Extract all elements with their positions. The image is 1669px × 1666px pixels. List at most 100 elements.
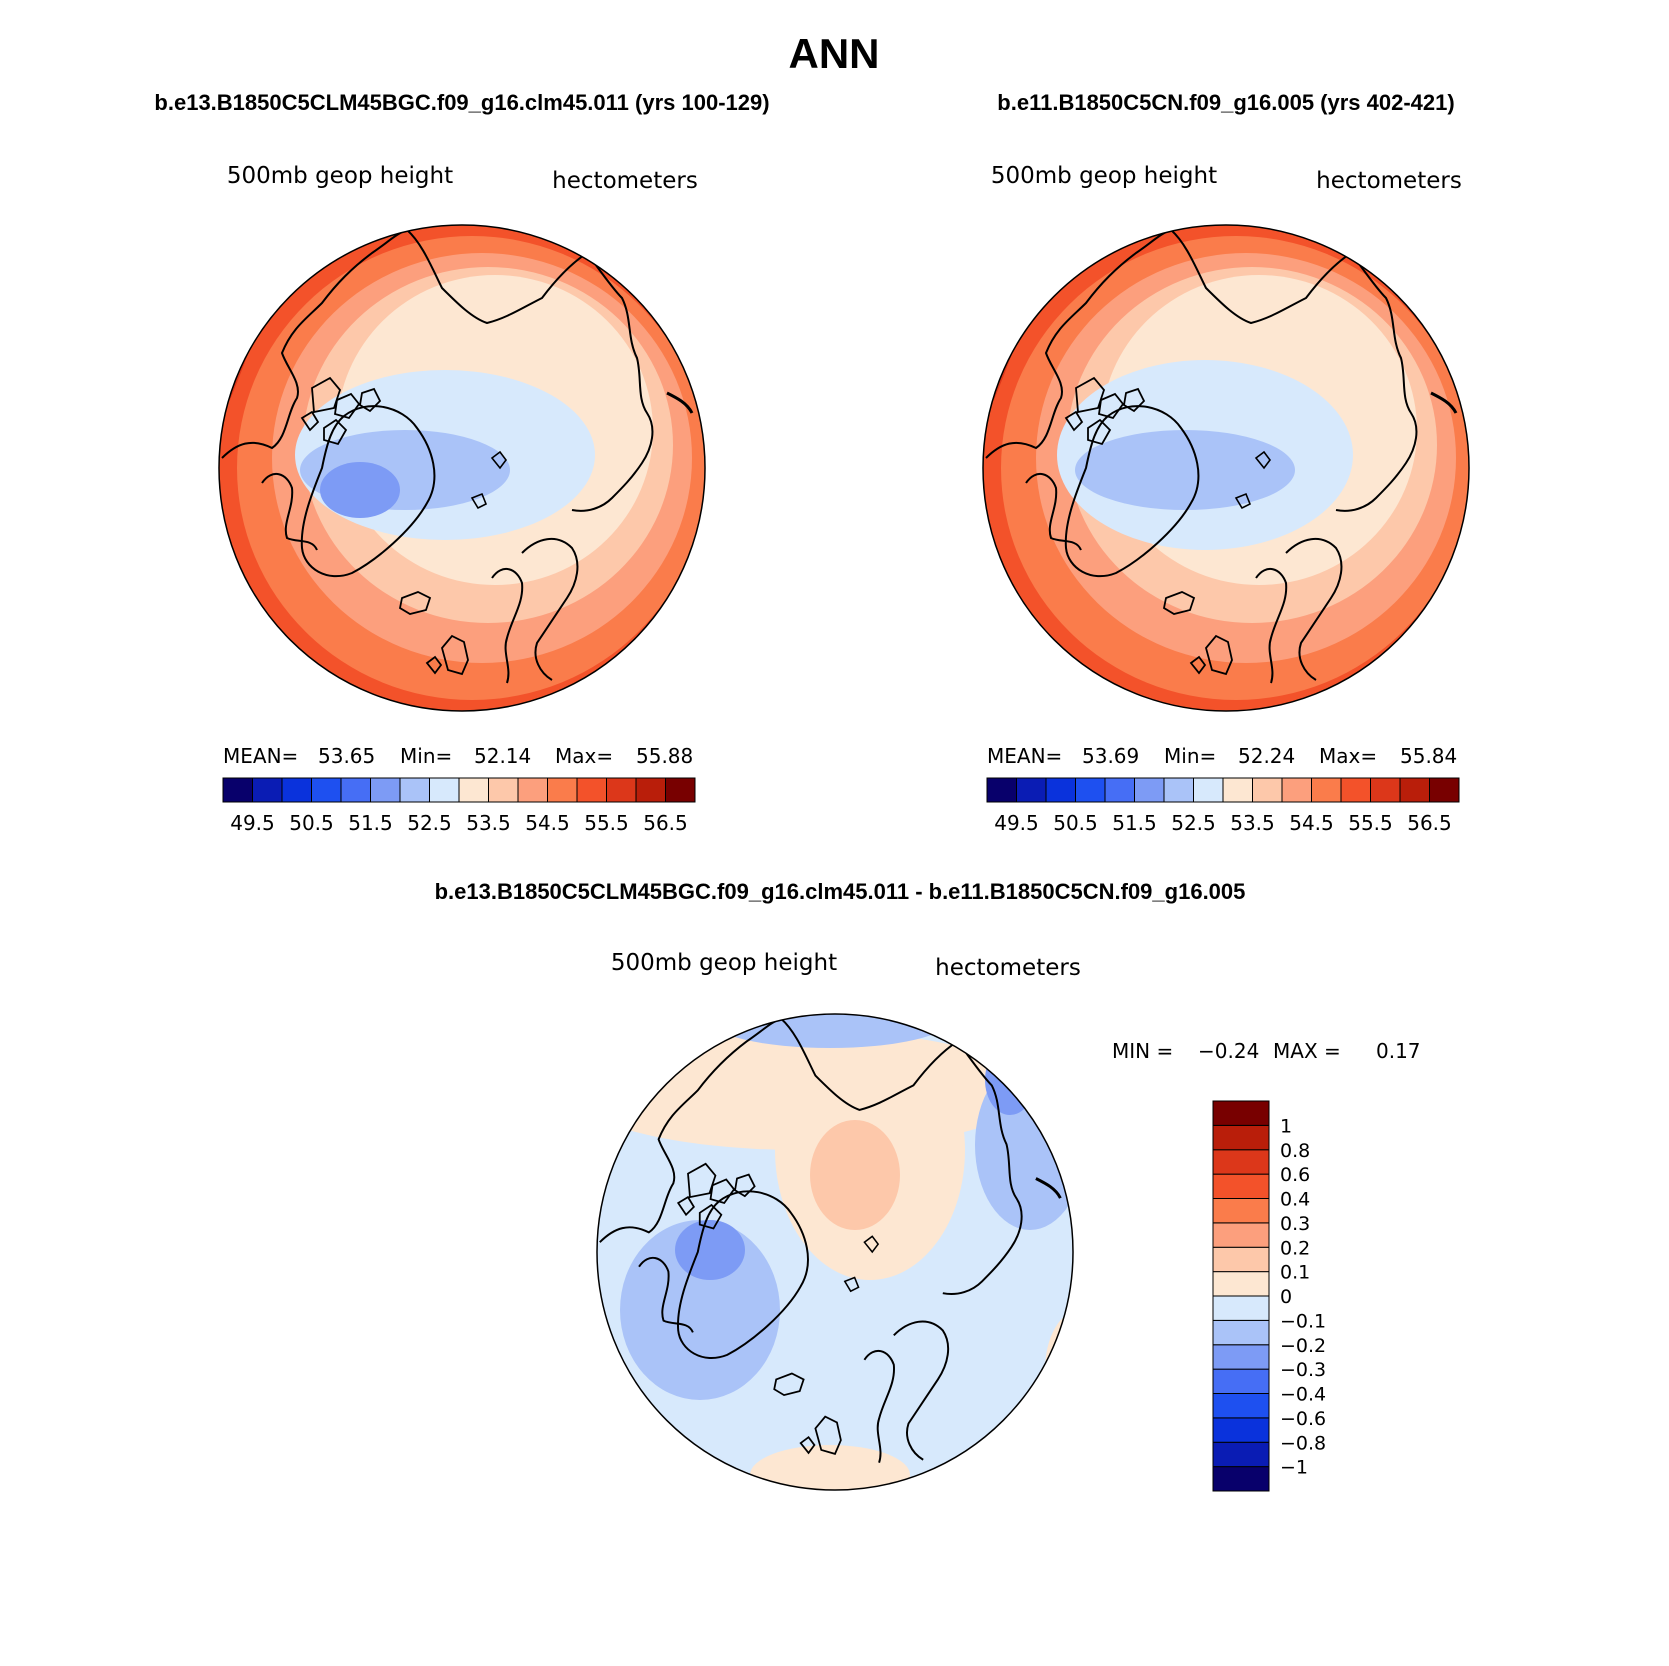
panel-a-mean-label: MEAN= [223,744,298,768]
diff-colorbar-tick-label: −0.2 [1280,1335,1326,1357]
diff-colorbar-swatch [1212,1149,1270,1175]
panel-a-max-label: Max= [555,744,613,768]
panel-b-colorbar-tick-label: 49.5 [994,811,1039,835]
diff-colorbar-swatch [1212,1173,1270,1199]
diff-colorbar-swatch [1212,1271,1270,1297]
figure-title: ANN [789,30,880,77]
diff-colorbar-swatch [1212,1198,1270,1224]
diff-colorbar-swatch [1212,1295,1270,1321]
panel-b-colorbar-swatch [1399,777,1430,803]
diff-colorbar-swatch [1212,1393,1270,1419]
diff-panel-map-border [596,1013,1074,1491]
panel-b-colorbar: 49.5 50.5 51.5 52.5 53.5 54.5 55.5 56.5 [986,777,1460,835]
panel-b-colorbar-swatch [1311,777,1342,803]
diff-colorbar-swatch [1212,1466,1270,1492]
panel-b-colorbar-swatch [1134,777,1165,803]
diff-colorbar-swatch [1212,1124,1270,1151]
diff-panel-units-label: hectometers [935,955,1081,981]
panel-b-min-label: Min= [1164,744,1216,768]
panel-a-min-label: Min= [400,744,452,768]
panel-a-units-label: hectometers [552,168,698,194]
panel-a-colorbar-swatch [517,777,548,803]
panel-a-min-value: 52.14 [474,744,531,768]
diff-colorbar-swatch [1212,1222,1270,1248]
panel-a-colorbar-swatch [576,777,607,803]
panel-b-min-value: 52.24 [1238,744,1295,768]
panel-b-colorbar-tick-label: 53.5 [1230,811,1275,835]
diff-colorbar-tick-label: 0.3 [1280,1213,1310,1235]
diff-panel-variable-label: 500mb geop height [611,950,837,976]
panel-b-case-title: b.e11.B1850C5CN.f09_g16.005 (yrs 402-421… [997,90,1454,115]
panel-a-colorbar-swatch [547,777,578,803]
panel-a-colorbar-swatch [665,777,696,803]
panel-b-map-border [982,224,1470,712]
panel-b-colorbar-tick-label: 50.5 [1053,811,1098,835]
diff-colorbar-tick-label: 0.1 [1280,1262,1310,1284]
panel-a-colorbar-swatch [311,777,342,803]
panel-a-colorbar-swatch [488,777,519,803]
panel-b-colorbar-swatch [1104,777,1135,803]
diff-max-label: MAX = [1273,1039,1341,1063]
panel-a-colorbar-swatch [281,777,312,803]
panel-b-variable-label: 500mb geop height [991,163,1217,189]
diff-colorbar-swatch [1212,1417,1270,1443]
diff-colorbar: −1 −0.8−0.6−0.4 −0.3−0.2 −0.100.1 0.20.30.4 0… [1212,1100,1326,1492]
panel-a-colorbar-tick-label: 52.5 [407,811,452,835]
diff-colorbar-tick-label: −0.3 [1280,1359,1326,1381]
diff-colorbar-tick-label: 0.2 [1280,1237,1310,1259]
panel-a-colorbar-swatch [252,777,283,803]
panel-b-colorbar-swatch [1340,777,1371,803]
panel-a-colorbar-tick-label: 53.5 [466,811,511,835]
panel-b-stats: MEAN= 53.69 Min= 52.24 Max= 55.84 [987,744,1457,768]
diff-colorbar-swatch [1212,1319,1270,1346]
panel-b-colorbar-swatch [986,777,1017,803]
diff-colorbar-swatch [1212,1441,1270,1468]
diff-colorbar-tick-label: −1 [1280,1457,1308,1479]
panel-b-colorbar-swatch [1370,777,1401,803]
panel-a-colorbar-swatch [606,777,637,803]
diff-panel-map [597,1014,1073,1490]
panel-a-colorbar-swatch [458,777,489,803]
diff-colorbar-tick-label: 1 [1280,1115,1292,1137]
panel-b-map [983,225,1469,711]
panel-a-case-title: b.e13.B1850C5CLM45BGC.f09_g16.clm45.011 … [154,90,769,115]
panel-b-max-value: 55.84 [1400,744,1457,768]
diff-colorbar-tick-label: 0.6 [1280,1164,1310,1186]
panel-a-colorbar-tick-label: 55.5 [584,811,629,835]
panel-b-colorbar-tick-label: 56.5 [1407,811,1452,835]
panel-a-stats: MEAN= 53.65 Min= 52.14 Max= 55.88 [223,744,693,768]
diff-max-value: 0.17 [1376,1039,1421,1063]
panel-b-colorbar-swatch [1252,777,1283,803]
panel-b-colorbar-swatch [1281,777,1312,803]
panel-a-colorbar-swatch [635,777,666,803]
panel-b-colorbar-swatch [1193,777,1224,803]
panel-a-colorbar-tick-label: 56.5 [643,811,688,835]
panel-b-units-label: hectometers [1316,168,1462,194]
panel-a-max-value: 55.88 [636,744,693,768]
diff-colorbar-tick-label: 0 [1280,1286,1292,1308]
panel-a-map [219,225,705,711]
diff-colorbar-swatch [1212,1368,1270,1394]
diff-colorbar-tick-label: 0.4 [1280,1189,1310,1211]
panel-a-colorbar-tick-label: 54.5 [525,811,570,835]
diff-colorbar-tick-label: −0.4 [1280,1384,1326,1406]
panel-a-colorbar-swatch [370,777,401,803]
diff-colorbar-swatch [1212,1344,1270,1370]
diff-min-label: MIN = [1112,1039,1173,1063]
panel-b-colorbar-swatch [1429,777,1460,803]
panel-a-colorbar-tick-label: 50.5 [289,811,334,835]
panel-b-colorbar-tick-label: 55.5 [1348,811,1393,835]
panel-a-variable-label: 500mb geop height [227,163,453,189]
panel-b-colorbar-swatch [1163,777,1194,803]
diff-colorbar-tick-label: −0.8 [1280,1432,1326,1454]
diff-colorbar-tick-label: 0.8 [1280,1140,1310,1162]
diff-panel-title: b.e13.B1850C5CLM45BGC.f09_g16.clm45.011 … [435,879,1246,904]
panel-b-colorbar-tick-label: 51.5 [1112,811,1157,835]
panel-b-colorbar-swatch [1045,777,1076,803]
panel-a-colorbar-tick-label: 51.5 [348,811,393,835]
panel-b-colorbar-swatch [1016,777,1047,803]
panel-a-mean-value: 53.65 [318,744,375,768]
panel-a-colorbar-tick-label: 49.5 [230,811,275,835]
diff-colorbar-swatch [1212,1100,1270,1126]
